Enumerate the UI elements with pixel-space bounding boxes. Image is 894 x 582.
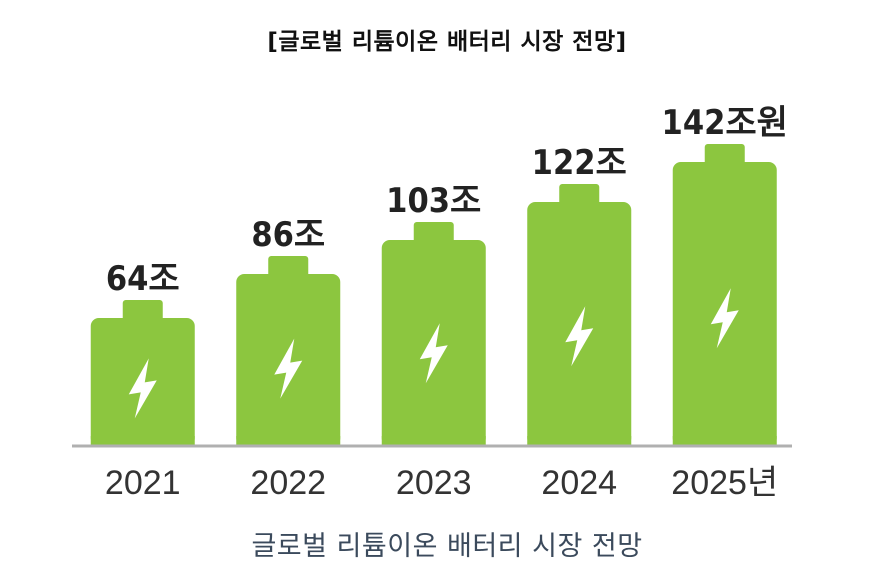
battery-bar xyxy=(90,300,195,446)
value-label: 103조 xyxy=(386,181,481,221)
caption: 글로벌 리튬이온 배터리 시장 전망 xyxy=(251,531,643,562)
battery-cap xyxy=(559,184,600,206)
value-label: 142조원 xyxy=(662,103,788,143)
battery-cap xyxy=(268,256,309,278)
year-label: 2022 xyxy=(250,464,326,502)
battery-body-base xyxy=(527,436,632,446)
battery-cap xyxy=(413,222,454,244)
battery-body-base xyxy=(90,436,195,446)
battery-body-base xyxy=(381,436,486,446)
value-label: 64조 xyxy=(106,259,180,299)
battery-cap xyxy=(122,300,163,322)
value-label: 86조 xyxy=(251,215,325,255)
battery-body-base xyxy=(236,436,341,446)
battery-body-base xyxy=(672,436,777,446)
year-label: 2023 xyxy=(396,464,472,502)
bars-group xyxy=(90,144,777,446)
year-label: 2021 xyxy=(105,464,181,502)
year-label: 2024 xyxy=(541,464,617,502)
lightning-bolt-icon xyxy=(710,288,739,349)
lightning-bolt-icon xyxy=(274,338,303,399)
lightning-bolt-icon xyxy=(565,306,594,367)
battery-bar xyxy=(236,256,341,446)
year-label: 2025년 xyxy=(671,464,778,502)
battery-bar xyxy=(672,144,777,446)
lightning-bolt-icon xyxy=(419,323,448,384)
battery-bar xyxy=(381,222,486,446)
value-label: 122조 xyxy=(532,143,627,183)
lightning-bolt-icon xyxy=(128,358,157,419)
battery-cap xyxy=(704,144,745,166)
chart-title: [글로벌 리튬이온 배터리 시장 전망] xyxy=(267,29,627,55)
value-labels-group: 64조 86조 103조 122조 142조원 xyxy=(106,103,788,299)
year-labels-group: 2021 2022 2023 2024 2025년 xyxy=(105,464,778,502)
battery-bar xyxy=(527,184,632,446)
